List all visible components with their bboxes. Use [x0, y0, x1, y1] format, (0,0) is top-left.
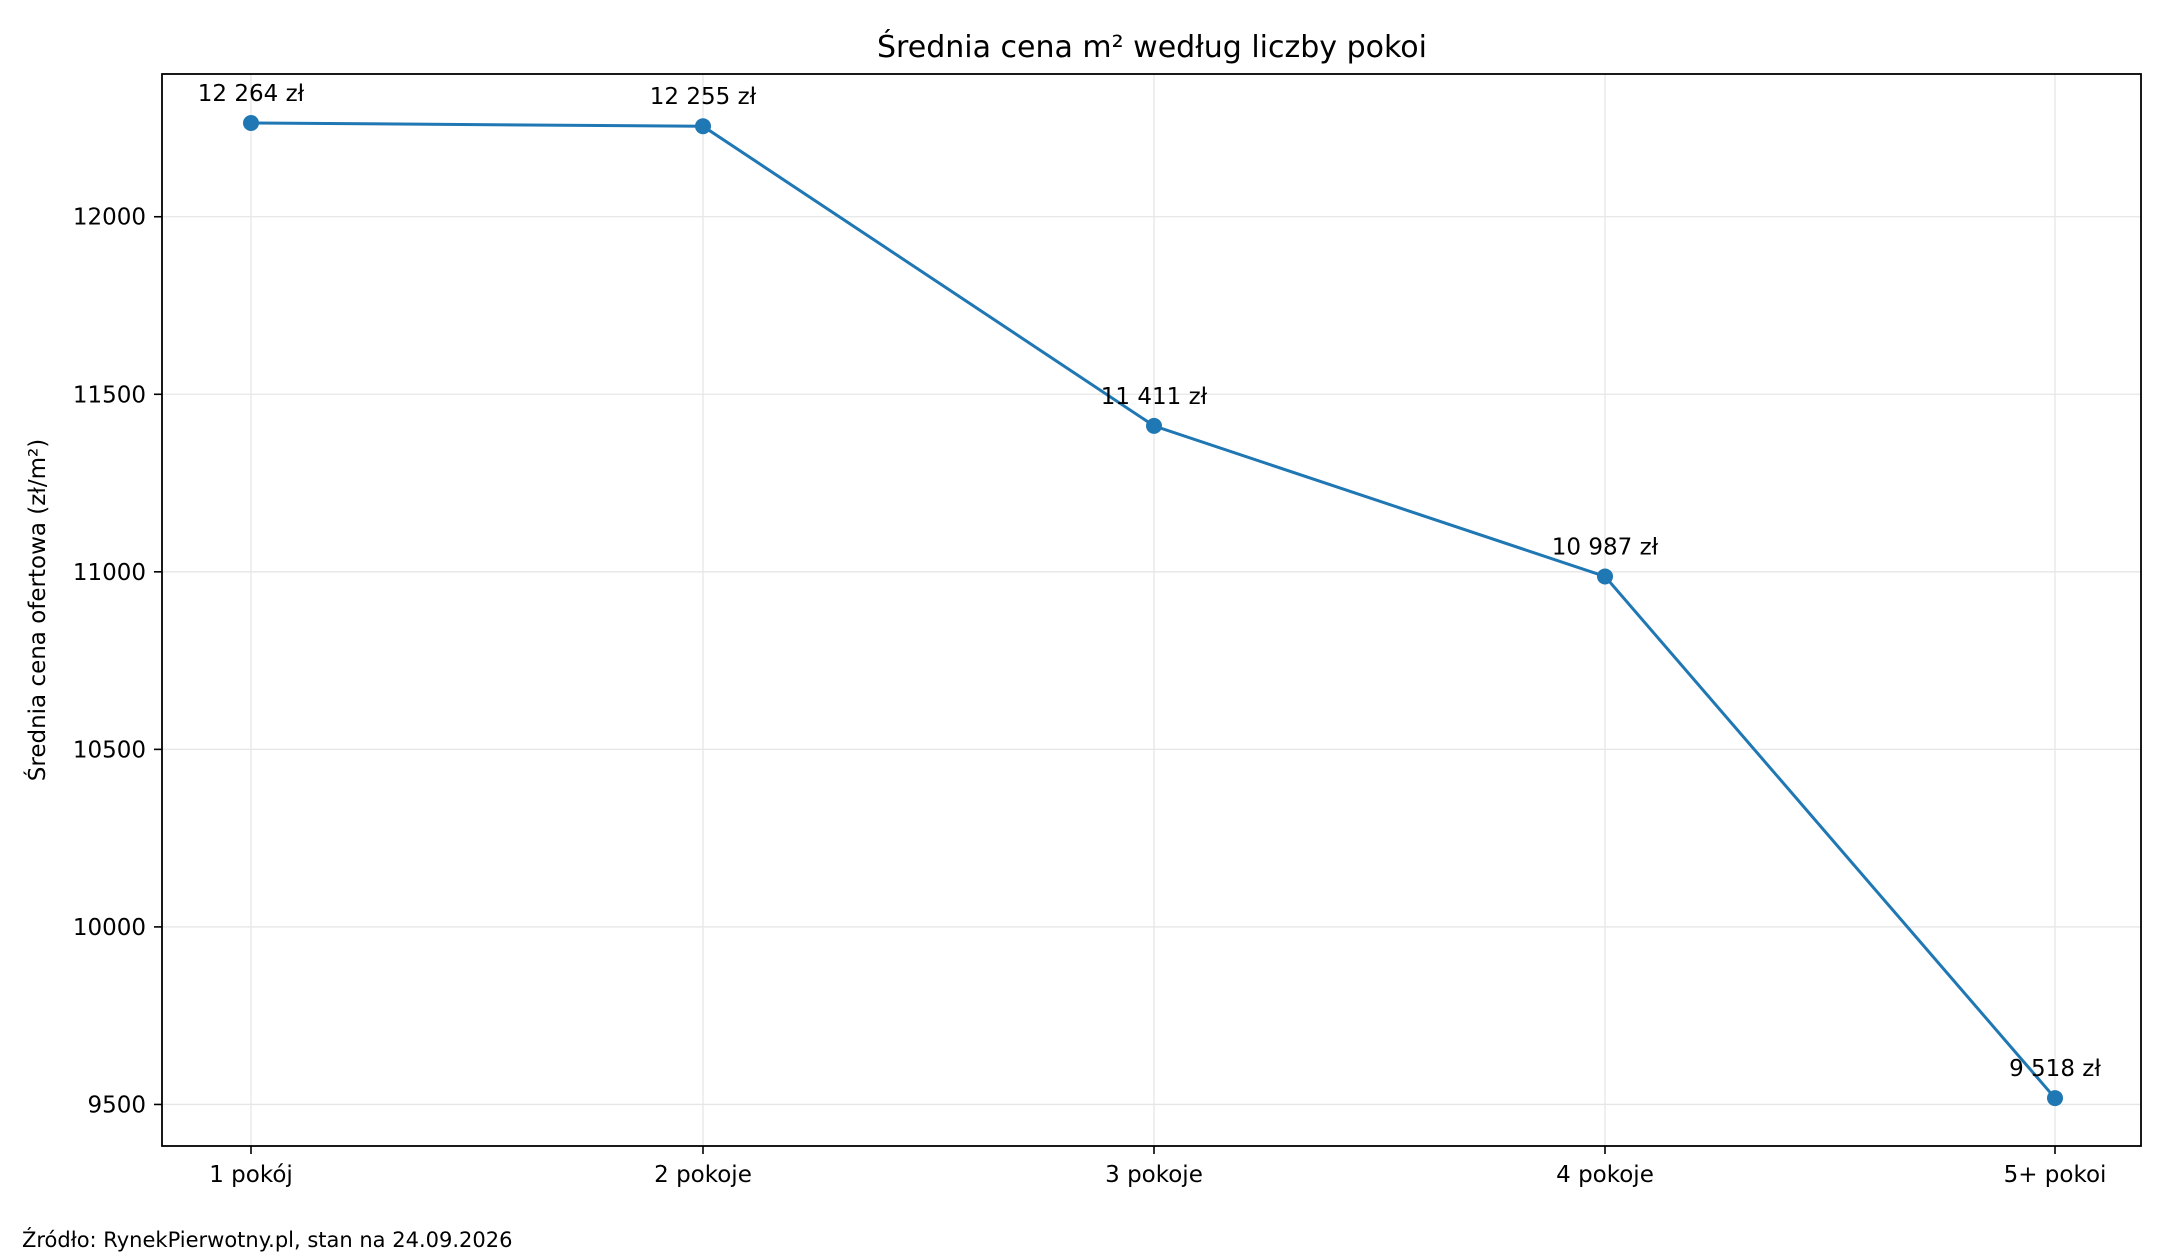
x-tick-label: 3 pokoje — [1105, 1162, 1203, 1188]
data-point — [695, 118, 711, 135]
y-tick-label: 9500 — [87, 1092, 146, 1118]
data-point — [2047, 1090, 2063, 1107]
y-axis-label: Średnia cena ofertowa (zł/m²) — [23, 439, 51, 781]
y-tick-label: 12000 — [73, 205, 146, 231]
y-tick-label: 10500 — [73, 737, 146, 763]
x-tick-label: 1 pokój — [209, 1162, 293, 1188]
data-point — [243, 115, 259, 132]
data-point — [1146, 417, 1162, 434]
source-note: Źródło: RynekPierwotny.pl, stan na 24.09… — [22, 1228, 513, 1252]
x-tick-label: 2 pokoje — [654, 1162, 752, 1188]
x-tick-label: 4 pokoje — [1556, 1162, 1654, 1188]
data-label: 12 264 zł — [198, 81, 305, 107]
x-tick-label: 5+ pokoi — [2004, 1162, 2107, 1188]
data-point — [1597, 568, 1613, 585]
plot-frame — [161, 73, 2142, 1147]
y-tick-label: 11000 — [73, 560, 146, 586]
data-labels: 12 264 zł 12 255 zł 11 411 zł 10 987 zł 9 51… — [198, 81, 2102, 1082]
grid-lines — [162, 74, 2141, 1146]
data-label: 11 411 zł — [1101, 384, 1208, 410]
data-label: 9 518 zł — [2009, 1056, 2101, 1082]
y-tick-label: 10000 — [73, 915, 146, 941]
series-line — [243, 115, 2063, 1107]
y-tick-label: 11500 — [73, 382, 146, 408]
data-label: 12 255 zł — [650, 84, 757, 110]
chart-title: Średnia cena m² według liczby pokoi — [877, 28, 1427, 65]
data-label: 10 987 zł — [1552, 534, 1659, 560]
series-polyline — [250, 121, 2057, 1100]
axes: 9500 10000 10500 11000 11500 12000 1 pokój 2 po… — [73, 73, 2142, 1188]
